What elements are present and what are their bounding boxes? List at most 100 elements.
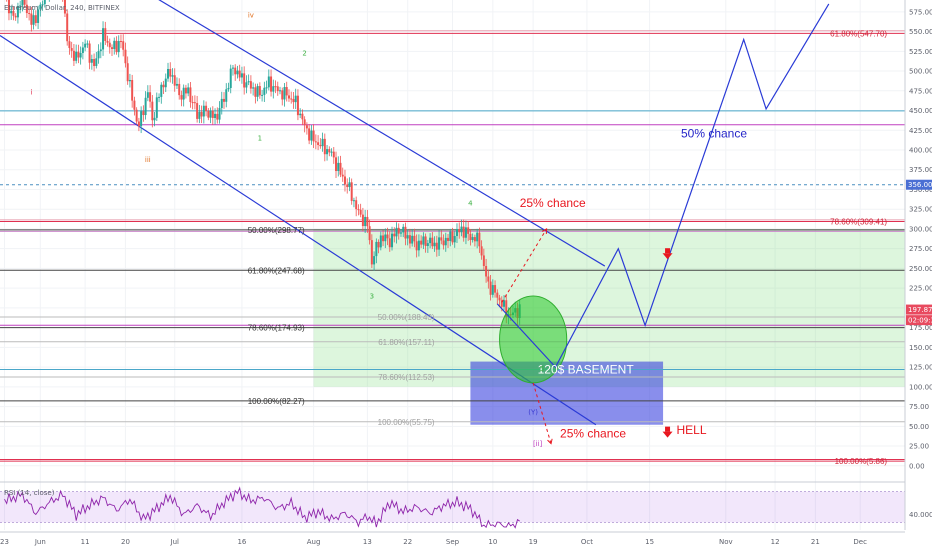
candle-body [279,90,282,92]
y-tick-label: 275.00 [909,245,932,253]
price-tag-label: 02:09:38 [908,317,932,325]
y-tick-label: 500.00 [909,68,932,76]
candle-body [274,86,277,88]
candle-body [41,4,44,6]
candle-body [182,87,185,100]
dashed-arrow-head [542,228,548,234]
fib-level-label: 50.00%(188.43) [378,313,435,322]
candle-body [364,216,367,227]
candle-body [229,68,232,88]
y-tick-label: 50.00 [909,423,929,431]
candle-body [355,200,358,210]
candle-body [34,15,37,23]
candle-body [335,157,338,172]
candle-body [191,102,194,104]
candle-body [359,209,362,215]
candle-body [184,87,187,94]
candle-body [361,214,364,227]
candle-body [402,226,405,233]
candle-body [449,231,452,241]
price-tag-bg [906,179,932,190]
fib-level-label: 50.00%(298.77) [248,226,305,235]
y-tick-label: 550.00 [909,28,932,36]
candle-body [370,240,373,265]
candle-body [223,98,226,102]
elliott-wave-label: iii [145,156,151,164]
candle-body [160,84,163,97]
candle-body [21,0,24,6]
x-tick-label: 23 [0,538,9,546]
candle-body [455,229,458,237]
candle-body [317,142,320,145]
candle-body [218,108,221,120]
candle-body [438,237,441,250]
candle-body [433,242,436,247]
candle-body [413,235,416,242]
candle-body [496,292,499,298]
y-tick-label: 75.00 [909,403,929,411]
fib-level-label: 61.80%(247.68) [248,266,305,275]
y-tick-label: 525.00 [909,48,932,56]
candle-body [261,94,264,96]
candle-body [464,227,467,238]
x-tick-label: 22 [403,538,412,546]
candle-body [39,4,42,10]
candle-body [95,58,98,67]
candle-body [196,103,199,119]
dashed-arrow-head [547,438,553,445]
dashed-scenario-arrow [532,382,552,444]
red-down-arrow-shaft [665,426,671,432]
candle-body [467,227,470,234]
candle-body [187,87,190,94]
candle-body [270,76,273,92]
candle-body [382,235,385,242]
candle-body [14,15,17,18]
candle-body [72,50,75,61]
candle-body [415,241,418,251]
elliott-wave-label: iv [248,11,254,19]
candle-body [299,113,302,116]
fib-level-label: 78.60%(112.53) [378,373,435,382]
candle-body [346,184,349,188]
candle-body [70,48,73,51]
y-tick-label: 575.00 [909,8,932,16]
candle-body [263,87,266,95]
candle-body [32,15,35,25]
candle-body [119,41,122,43]
candle-body [341,174,344,177]
candle-body [487,276,490,282]
y-tick-label: 100.00 [909,383,932,391]
y-tick-label: 225.00 [909,285,932,293]
fib-level-label: 78.60%(174.93) [248,324,305,333]
elliott-wave-label: 1 [258,135,262,143]
candle-body [104,28,107,41]
candle-body [205,105,208,111]
candle-body [23,0,26,5]
fib-level-label: 61.80%(157.11) [378,338,435,347]
y-tick-label: 325.00 [909,206,932,214]
y-tick-label: 25.00 [909,443,929,451]
candle-body [180,95,183,100]
candle-body [444,237,447,246]
candle-body [28,13,31,15]
candle-body [43,0,46,5]
candle-body [267,76,270,88]
candle-body [417,240,420,251]
candle-body [424,236,427,247]
candle-body [373,256,376,265]
candle-body [117,41,120,53]
candle-body [435,242,438,250]
chart-annotation: HELL [677,423,707,437]
candle-body [308,128,311,141]
candle-body [377,241,380,248]
chart-annotation: 50% chance [681,126,747,140]
basement-zone [470,361,664,425]
rsi-label: RSI (14, close) [4,489,55,497]
candle-body [30,13,33,25]
candle-body [310,130,313,141]
candle-body [422,236,425,245]
candle-body [379,235,382,248]
candle-body [164,78,167,88]
candle-body [375,241,378,257]
